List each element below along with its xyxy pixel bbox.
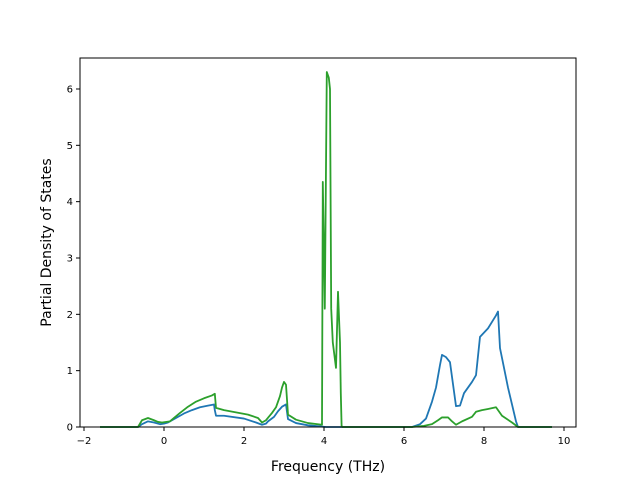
- plot-area: [79, 57, 577, 428]
- y-axis-label: Partial Density of States: [39, 158, 55, 326]
- y-axis-ticks: 0 1 2 3 4 5 6: [67, 84, 80, 434]
- x-tick-label: 6: [401, 436, 407, 447]
- series-line-1: [100, 310, 552, 428]
- y-tick-label: 0: [67, 423, 73, 434]
- x-tick-label: 8: [481, 436, 487, 447]
- x-tick-label: 4: [321, 436, 327, 447]
- x-tick-label: 10: [558, 436, 571, 447]
- x-axis-label: Frequency (THz): [271, 459, 385, 475]
- x-tick-label: −2: [77, 436, 92, 447]
- x-axis-ticks: −2 0 2 4 6 8 10: [77, 427, 571, 447]
- series-line-2: [100, 71, 552, 428]
- x-tick-label: 0: [161, 436, 167, 447]
- y-tick-label: 3: [67, 253, 73, 264]
- plot-frame: [79, 57, 577, 428]
- y-tick-label: 5: [67, 141, 73, 152]
- series-layer: [100, 71, 552, 428]
- y-tick-label: 2: [67, 310, 73, 321]
- y-tick-label: 6: [67, 84, 73, 95]
- plot-background: [80, 58, 576, 427]
- y-tick-label: 1: [67, 366, 73, 377]
- x-tick-label: 2: [241, 436, 247, 447]
- y-tick-label: 4: [67, 197, 73, 208]
